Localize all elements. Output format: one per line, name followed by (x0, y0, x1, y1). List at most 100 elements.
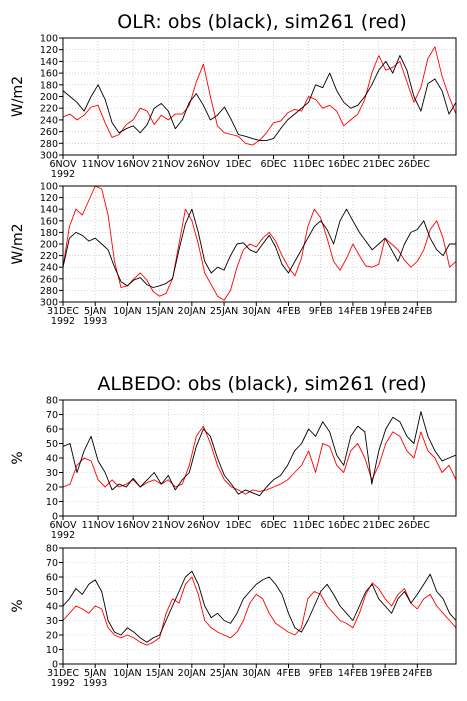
albedo-2-xtick-label: 9FEB (309, 668, 333, 679)
olr-1-xtick-label: 1DEC (225, 159, 251, 170)
olr-title: OLR: obs (black), sim261 (red) (117, 11, 407, 33)
albedo-1-xtick-label: 6DEC (261, 520, 287, 531)
olr-2-xtick-label: 19FEB (370, 306, 400, 317)
albedo-title: ALBEDO: obs (black), sim261 (red) (97, 373, 426, 395)
olr-1-xtick-label: 26DEC (398, 159, 430, 170)
olr-1-xtick-label: 16NOV (117, 159, 151, 170)
albedo-1-frame (62, 399, 457, 517)
olr-2-frame (62, 185, 457, 303)
albedo-1-ytick-label: 30 (46, 468, 58, 479)
albedo-1-series-sim (62, 425, 457, 495)
olr-1-xtick-label: 6DEC (261, 159, 287, 170)
albedo-1-ytick-label: 20 (46, 483, 58, 494)
albedo-1-ytick-label: 0 (52, 512, 58, 523)
olr-1-ytick-label: 200 (40, 92, 58, 103)
albedo-2-xtick-label: 14FEB (338, 668, 368, 679)
olr-2-xtick-label: 9FEB (309, 306, 333, 317)
olr-1-ytick-label: 220 (40, 104, 58, 115)
olr-1-frame (62, 37, 457, 156)
albedo-1-ylabel: % (10, 451, 26, 464)
olr-2-xtick-label: 4FEB (276, 306, 300, 317)
albedo-1-ytick-label: 60 (46, 425, 58, 436)
olr-1-ytick-label: 260 (40, 127, 58, 138)
olr-2-xtick-sublabel: 1993 (83, 316, 107, 327)
olr-2-xtick-label: 24FEB (402, 306, 432, 317)
olr-2-xtick-label: 14FEB (338, 306, 368, 317)
albedo-1-ytick-label: 40 (46, 454, 58, 465)
albedo-2-xtick-label: 31DEC (47, 668, 79, 679)
olr-2-ytick-label: 100 (40, 182, 58, 193)
albedo-1-xtick-label: 26DEC (398, 520, 430, 531)
albedo-2-ytick-label: 20 (46, 631, 58, 642)
albedo-2-xtick-label: 19FEB (370, 668, 400, 679)
olr-1-xtick-label: 16DEC (328, 159, 360, 170)
olr-1-chart: 1001201401601802002202402602803006NOV199… (10, 34, 457, 180)
albedo-2-ytick-label: 70 (46, 558, 58, 569)
albedo-1-xtick-label: 21DEC (363, 520, 395, 531)
albedo-2-ytick-label: 40 (46, 602, 58, 613)
olr-2-xtick-label: 30JAN (242, 306, 270, 317)
albedo-2-ytick-label: 60 (46, 573, 58, 584)
charts-group: 1001201401601802002202402602803006NOV199… (10, 34, 457, 689)
olr-2-xtick-label: 15JAN (145, 306, 173, 317)
olr-1-xtick-label: 11NOV (82, 159, 116, 170)
albedo-1-xtick-sublabel: 1992 (51, 530, 75, 541)
albedo-1-series-obs (62, 411, 457, 497)
albedo-2-frame (62, 547, 457, 665)
olr-2-ytick-label: 280 (40, 286, 58, 297)
albedo-2-xtick-label: 25JAN (210, 668, 238, 679)
olr-1-ytick-label: 280 (40, 139, 58, 150)
albedo-2-xtick-label: 5JAN (84, 668, 106, 679)
olr-1-ytick-label: 120 (40, 45, 58, 56)
olr-2-ytick-label: 180 (40, 228, 58, 239)
albedo-1-xtick-label: 16NOV (117, 520, 151, 531)
olr-2-xtick-label: 20JAN (178, 306, 206, 317)
albedo-1-ytick-label: 50 (46, 439, 58, 450)
albedo-2-ytick-label: 10 (46, 645, 58, 656)
olr-2-ytick-label: 260 (40, 274, 58, 285)
olr-2-xtick-sublabel: 1992 (51, 316, 75, 327)
olr-1-ytick-label: 180 (40, 80, 58, 91)
olr-2-chart: 10012014016018020022024026028030031DEC19… (10, 182, 457, 327)
albedo-2-ytick-label: 50 (46, 587, 58, 598)
olr-2-xtick-label: 5JAN (84, 306, 106, 317)
olr-2-series-sim (62, 185, 457, 301)
olr-1-ylabel: W/m2 (10, 76, 26, 117)
olr-2-ylabel: W/m2 (10, 223, 26, 264)
albedo-2-xtick-label: 30JAN (242, 668, 270, 679)
olr-1-xtick-label: 11DEC (293, 159, 325, 170)
olr-1-ytick-label: 160 (40, 69, 58, 80)
olr-1-ytick-label: 100 (40, 34, 58, 45)
albedo-2-xtick-label: 20JAN (178, 668, 206, 679)
albedo-2-ylabel: % (10, 599, 26, 612)
olr-2-series-obs (62, 208, 456, 288)
olr-2-ytick-label: 200 (40, 240, 58, 251)
albedo-1-ytick-label: 70 (46, 410, 58, 421)
albedo-1-xtick-label: 11NOV (82, 520, 116, 531)
albedo-2-series-obs (62, 570, 457, 643)
olr-1-series-obs (62, 55, 457, 141)
albedo-2-ytick-label: 30 (46, 616, 58, 627)
olr-1-xtick-label: 6NOV (50, 159, 77, 170)
olr-2-ytick-label: 160 (40, 216, 58, 227)
albedo-1-xtick-label: 1DEC (225, 520, 251, 531)
albedo-1-xtick-label: 11DEC (293, 520, 325, 531)
olr-1-xtick-label: 21DEC (363, 159, 395, 170)
albedo-1-xtick-label: 26NOV (187, 520, 221, 531)
olr-2-xtick-label: 31DEC (47, 306, 79, 317)
albedo-1-xtick-label: 21NOV (152, 520, 186, 531)
albedo-2-ytick-label: 80 (46, 544, 58, 555)
olr-1-ytick-label: 140 (40, 57, 58, 68)
olr-1-ytick-label: 240 (40, 115, 58, 126)
olr-1-xtick-label: 26NOV (187, 159, 221, 170)
olr-1-xtick-sublabel: 1992 (51, 169, 75, 180)
olr-2-xtick-label: 10JAN (113, 306, 141, 317)
albedo-2-xtick-label: 10JAN (113, 668, 141, 679)
olr-2-ytick-label: 140 (40, 205, 58, 216)
olr-1-ytick-label: 300 (40, 151, 58, 162)
albedo-2-xtick-sublabel: 1993 (83, 678, 107, 689)
albedo-2-xtick-label: 4FEB (276, 668, 300, 679)
